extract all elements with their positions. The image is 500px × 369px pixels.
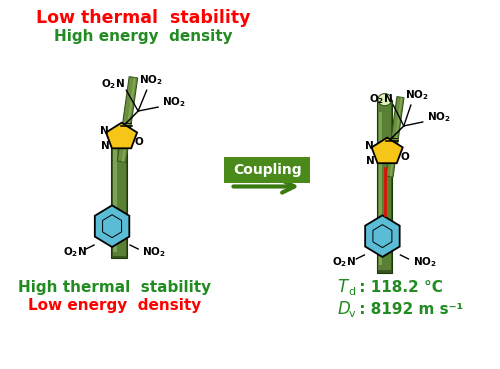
Bar [378, 103, 391, 270]
Polygon shape [386, 97, 404, 177]
Text: Low energy  density: Low energy density [28, 298, 201, 313]
Polygon shape [118, 77, 138, 162]
Text: : 118.2 °C: : 118.2 °C [354, 280, 443, 295]
Text: d: d [348, 287, 356, 297]
Bar [379, 112, 382, 265]
Bar [112, 139, 127, 258]
Text: v: v [348, 308, 355, 318]
Ellipse shape [112, 135, 126, 144]
Polygon shape [365, 215, 400, 257]
Text: : 8192 m s⁻¹: : 8192 m s⁻¹ [354, 301, 463, 317]
Polygon shape [106, 123, 137, 148]
Text: High energy  density: High energy density [54, 29, 232, 44]
FancyBboxPatch shape [224, 157, 310, 183]
Text: N: N [365, 141, 374, 151]
Bar [112, 142, 126, 256]
Text: $\mathit{D}$: $\mathit{D}$ [338, 300, 351, 318]
Bar [377, 100, 392, 273]
Text: Low thermal  stability: Low thermal stability [36, 9, 250, 27]
Text: $\mathregular{NO_2}$: $\mathregular{NO_2}$ [428, 110, 452, 124]
Text: $\mathregular{NO_2}$: $\mathregular{NO_2}$ [140, 73, 164, 87]
Text: $\mathregular{NO_2}$: $\mathregular{NO_2}$ [142, 245, 166, 259]
Text: N: N [366, 156, 375, 166]
Text: O: O [134, 137, 143, 147]
Ellipse shape [378, 94, 392, 106]
Text: High thermal  stability: High thermal stability [18, 280, 211, 295]
Text: $\mathregular{NO_2}$: $\mathregular{NO_2}$ [162, 95, 186, 109]
Polygon shape [372, 138, 402, 163]
Polygon shape [390, 97, 402, 177]
Polygon shape [95, 205, 130, 247]
Text: Coupling: Coupling [233, 163, 302, 177]
Text: $\mathregular{O_2N}$: $\mathregular{O_2N}$ [332, 255, 356, 269]
Text: $\mathregular{O_2N}$: $\mathregular{O_2N}$ [63, 245, 87, 259]
Text: $\mathregular{NO_2}$: $\mathregular{NO_2}$ [413, 255, 437, 269]
Text: $\mathregular{O_2N}$: $\mathregular{O_2N}$ [369, 92, 393, 106]
Bar [113, 148, 116, 252]
Text: O: O [400, 152, 409, 162]
Text: N: N [100, 141, 110, 151]
Text: $\mathit{T}$: $\mathit{T}$ [338, 278, 350, 296]
Text: $\mathregular{O_2N}$: $\mathregular{O_2N}$ [102, 77, 126, 91]
Polygon shape [122, 77, 136, 162]
Text: N: N [100, 126, 108, 136]
Text: $\mathregular{NO_2}$: $\mathregular{NO_2}$ [405, 88, 429, 102]
